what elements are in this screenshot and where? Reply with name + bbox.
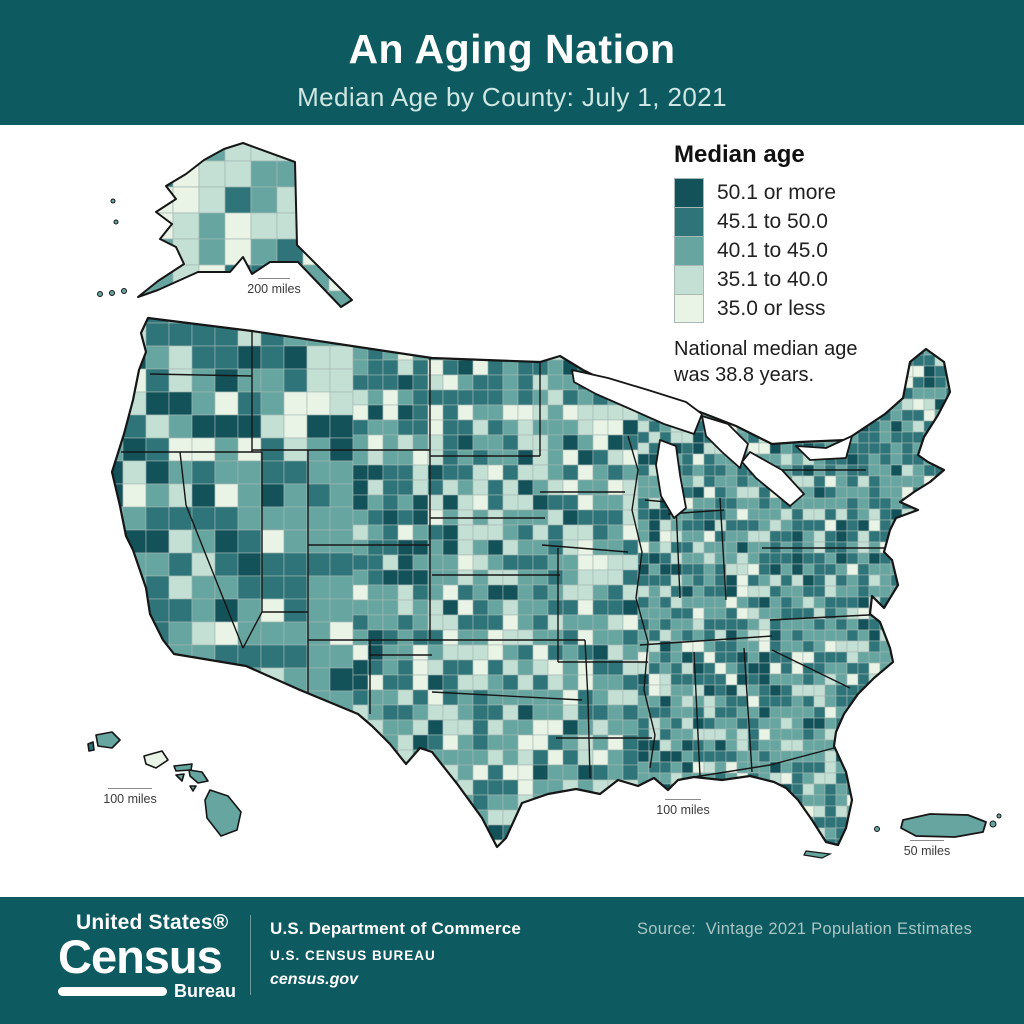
state-border xyxy=(719,497,727,601)
legend-swatch xyxy=(674,265,704,294)
footer-band: United States® Census Bureau U.S. Depart… xyxy=(0,897,1024,1024)
scalebar-puerto-rico: 50 miles xyxy=(898,840,956,858)
legend-rows: 50.1 or more 45.1 to 50.0 40.1 to 45.0 35.1… xyxy=(674,178,984,323)
alaska-island xyxy=(121,288,127,294)
scalebar-puerto-rico-label: 50 miles xyxy=(903,844,951,858)
island-hawaii xyxy=(204,789,242,837)
state-border xyxy=(179,451,244,649)
logo-bureau: Bureau xyxy=(173,981,236,1002)
scalebar-mainland-label: 100 miles xyxy=(656,803,710,817)
legend-label: 35.1 to 40.0 xyxy=(717,267,828,291)
alaska-island xyxy=(113,219,119,225)
state-border xyxy=(743,647,753,773)
state-border xyxy=(541,544,629,553)
lake-ontario xyxy=(795,435,853,461)
island-kauai xyxy=(95,731,121,749)
state-border xyxy=(242,611,263,649)
island-maui xyxy=(188,769,209,784)
footer-divider xyxy=(250,915,251,995)
page-subtitle: Median Age by County: July 1, 2021 xyxy=(297,82,727,112)
alaska-island xyxy=(109,290,115,296)
legend-label: 50.1 or more xyxy=(717,180,837,204)
logo-bar-row: Bureau xyxy=(58,981,236,1002)
legend-row: 35.0 or less xyxy=(674,294,984,323)
island-niihau xyxy=(87,741,95,752)
scalebar-hawaii-label: 100 miles xyxy=(103,792,157,806)
census-bureau-logo: United States® Census Bureau xyxy=(58,911,238,1002)
legend-row: 40.1 to 45.0 xyxy=(674,236,984,265)
legend-swatch xyxy=(674,207,704,236)
logo-united-states: United States® xyxy=(76,911,229,934)
scalebar-alaska-line xyxy=(258,278,290,279)
logo-bar xyxy=(58,987,167,997)
alaska-outline xyxy=(137,142,353,308)
dept-commerce: U.S. Department of Commerce xyxy=(270,919,522,938)
alaska-island xyxy=(97,291,103,297)
state-border xyxy=(149,373,253,377)
state-border xyxy=(627,435,656,769)
legend-row: 45.1 to 50.0 xyxy=(674,207,984,236)
header-band: An Aging Nation Median Age by County: Ju… xyxy=(0,0,1024,125)
puerto-rico-island xyxy=(989,820,997,828)
legend-title: Median age xyxy=(674,141,805,168)
alaska-inset-mosaic xyxy=(138,143,352,307)
logo-census: Census xyxy=(58,930,223,983)
legend-row: 35.1 to 40.0 xyxy=(674,265,984,294)
source-note: Source: Vintage 2021 Population Estimate… xyxy=(637,920,973,938)
lake-michigan xyxy=(655,439,687,519)
state-border xyxy=(769,613,889,621)
scalebar-mainland: 100 miles xyxy=(652,799,714,817)
legend-label: 45.1 to 50.0 xyxy=(717,209,828,233)
lake-erie xyxy=(741,451,805,507)
island-oahu xyxy=(143,750,169,769)
legend-note-line2: was 38.8 years. xyxy=(674,364,815,387)
legend-note: National median age was 38.8 years. xyxy=(674,336,984,389)
state-border xyxy=(771,649,851,689)
map-legend: Median age 50.1 or more 45.1 to 50.0 40.1 … xyxy=(674,141,984,389)
scalebar-mainland-line xyxy=(665,799,701,800)
lake-huron xyxy=(701,415,749,469)
island-lanai xyxy=(175,773,185,782)
department-block: U.S. Department of Commerce U.S. CENSUS … xyxy=(270,919,521,989)
scalebar-puerto-rico-line xyxy=(910,840,944,841)
lake-superior xyxy=(571,369,703,435)
state-border xyxy=(693,651,701,777)
legend-label: 35.0 or less xyxy=(717,296,826,320)
legend-note-line1: National median age xyxy=(674,338,858,360)
alaska-island xyxy=(110,198,116,204)
dept-census-gov: census.gov xyxy=(270,971,359,988)
island-kahoolawe xyxy=(189,785,197,792)
legend-swatch xyxy=(674,178,704,207)
legend-swatch xyxy=(674,294,704,323)
legend-swatch xyxy=(674,236,704,265)
legend-row: 50.1 or more xyxy=(674,178,984,207)
state-border xyxy=(693,747,835,778)
state-border xyxy=(584,639,591,779)
scalebar-alaska: 200 miles xyxy=(244,278,304,296)
state-border xyxy=(675,504,681,599)
puerto-rico xyxy=(900,813,987,838)
florida-keys xyxy=(803,850,833,859)
dept-census-bureau: U.S. CENSUS BUREAU xyxy=(270,948,436,963)
lower48-outline xyxy=(110,316,952,849)
puerto-rico-island xyxy=(874,826,880,832)
page-title: An Aging Nation xyxy=(348,26,676,72)
state-border xyxy=(431,691,583,701)
scalebar-alaska-label: 200 miles xyxy=(247,282,301,296)
scalebar-hawaii-line xyxy=(108,788,152,789)
scalebar-hawaii: 100 miles xyxy=(98,788,162,806)
legend-label: 40.1 to 45.0 xyxy=(717,238,828,262)
state-border xyxy=(639,635,773,646)
puerto-rico-island xyxy=(996,813,1002,819)
